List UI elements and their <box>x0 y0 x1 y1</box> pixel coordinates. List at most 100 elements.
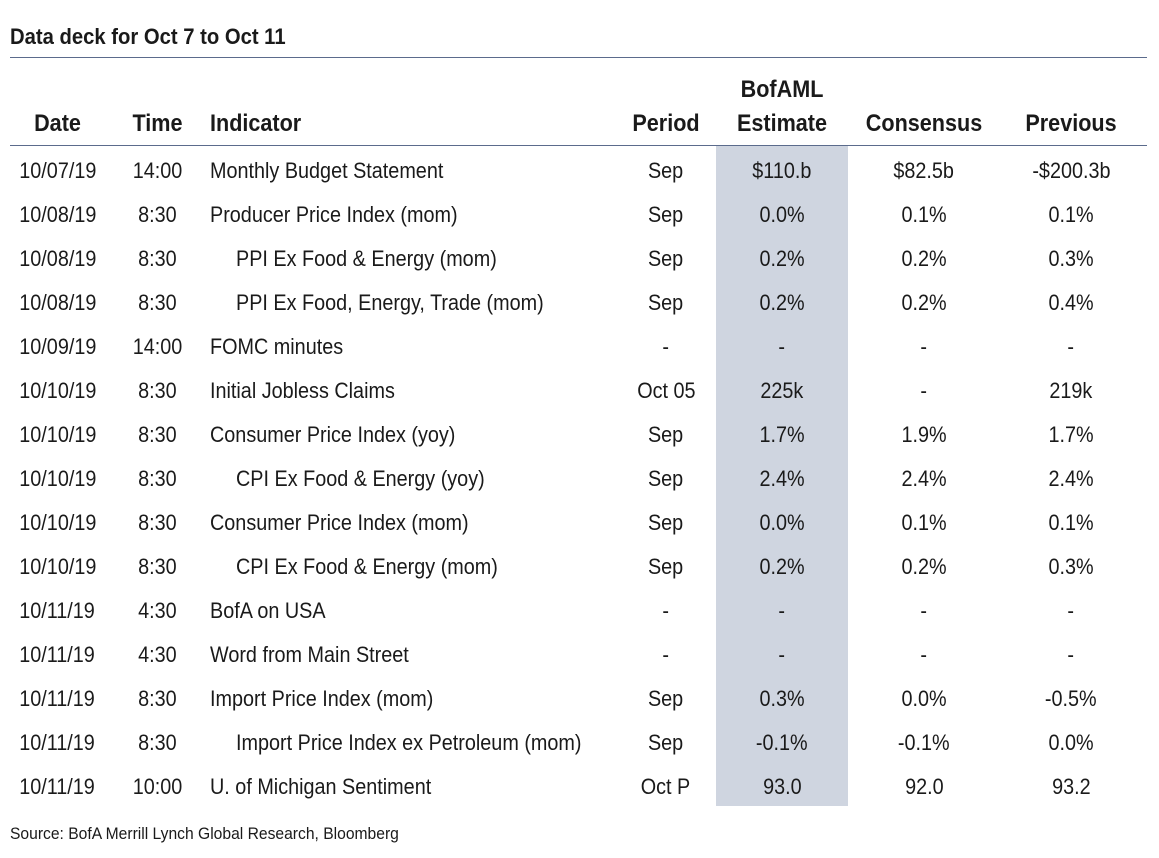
row-period: - <box>662 642 670 667</box>
row-estimate: 0.0% <box>759 510 805 535</box>
row-consensus: - <box>920 378 928 403</box>
row-estimate: 1.7% <box>759 422 805 447</box>
table-row: 10/08/19 8:30 Producer Price Index (mom) Se… <box>0 193 1159 237</box>
row-consensus: 0.2% <box>901 246 947 271</box>
row-consensus: 0.1% <box>901 510 947 535</box>
header-time: Time <box>132 110 183 137</box>
header-divider <box>10 145 1147 146</box>
row-date: 10/11/19 <box>19 642 96 667</box>
row-date: 10/09/19 <box>18 334 97 359</box>
row-previous: 0.3% <box>1048 554 1094 579</box>
row-estimate: 93.0 <box>762 774 802 799</box>
row-time: 10:00 <box>132 774 183 799</box>
row-time: 4:30 <box>138 642 177 667</box>
table-row: 10/11/19 10:00 U. of Michigan Sentiment Oct… <box>0 765 1159 809</box>
row-previous: - <box>1067 642 1075 667</box>
row-date: 10/08/19 <box>18 202 97 227</box>
row-period: Oct P <box>641 774 691 799</box>
table-row: 10/10/19 8:30 Consumer Price Index (yoy) Se… <box>0 413 1159 457</box>
row-time: 14:00 <box>132 158 183 183</box>
header-previous: Previous <box>1025 110 1117 137</box>
row-date: 10/11/19 <box>19 686 96 711</box>
row-time: 14:00 <box>132 334 183 359</box>
table-row: 10/08/19 8:30 PPI Ex Food & Energy (mom) Se… <box>0 237 1159 281</box>
row-indicator: PPI Ex Food, Energy, Trade (mom) <box>236 290 544 315</box>
title-divider <box>10 57 1147 58</box>
row-time: 8:30 <box>138 246 177 271</box>
row-time: 8:30 <box>138 686 177 711</box>
header-indicator: Indicator <box>210 110 302 137</box>
row-date: 10/11/19 <box>19 598 96 623</box>
row-period: Sep <box>648 422 684 447</box>
row-date: 10/10/19 <box>18 422 97 447</box>
row-date: 10/10/19 <box>18 554 97 579</box>
row-estimate: $110.b <box>752 158 812 183</box>
row-consensus: 2.4% <box>901 466 947 491</box>
row-time: 8:30 <box>138 554 177 579</box>
row-previous: 0.4% <box>1048 290 1094 315</box>
row-consensus: 0.0% <box>901 686 947 711</box>
row-consensus: 1.9% <box>901 422 947 447</box>
table-row: 10/10/19 8:30 CPI Ex Food & Energy (yoy) Se… <box>0 457 1159 501</box>
table-row: 10/09/19 14:00 FOMC minutes - - - - <box>0 325 1159 369</box>
table-row: 10/11/19 4:30 Word from Main Street - - - - <box>0 633 1159 677</box>
row-time: 8:30 <box>138 422 177 447</box>
estimate-column-shading <box>716 146 848 806</box>
row-period: Sep <box>648 730 684 755</box>
row-period: - <box>662 598 670 623</box>
row-indicator: Consumer Price Index (yoy) <box>210 422 456 447</box>
row-previous: 93.2 <box>1051 774 1091 799</box>
table-row: 10/11/19 8:30 Import Price Index (mom) Sep 0… <box>0 677 1159 721</box>
row-indicator: Monthly Budget Statement <box>210 158 444 183</box>
row-previous: 0.1% <box>1048 510 1094 535</box>
row-estimate: 2.4% <box>759 466 805 491</box>
row-indicator: CPI Ex Food & Energy (yoy) <box>236 466 485 491</box>
row-estimate: 0.3% <box>759 686 805 711</box>
row-consensus: 0.1% <box>901 202 947 227</box>
row-previous: 1.7% <box>1048 422 1094 447</box>
row-date: 10/11/19 <box>19 774 96 799</box>
row-time: 8:30 <box>138 730 177 755</box>
page-title: Data deck for Oct 7 to Oct 11 <box>10 24 286 49</box>
table-row: 10/11/19 8:30 Import Price Index ex Petrol… <box>0 721 1159 765</box>
row-consensus: - <box>920 334 928 359</box>
row-consensus: - <box>920 642 928 667</box>
row-period: Sep <box>648 554 684 579</box>
row-indicator: Consumer Price Index (mom) <box>210 510 469 535</box>
row-period: Sep <box>648 246 684 271</box>
row-period: Sep <box>648 290 684 315</box>
row-previous: -$200.3b <box>1031 158 1111 183</box>
row-previous: 0.0% <box>1048 730 1094 755</box>
row-time: 8:30 <box>138 510 177 535</box>
row-period: Sep <box>648 158 684 183</box>
row-estimate: 225k <box>760 378 804 403</box>
row-indicator: BofA on USA <box>210 598 326 623</box>
row-period: - <box>662 334 670 359</box>
row-consensus: -0.1% <box>898 730 950 755</box>
row-time: 8:30 <box>138 290 177 315</box>
source-note: Source: BofA Merrill Lynch Global Resear… <box>10 824 399 843</box>
row-time: 8:30 <box>138 378 177 403</box>
row-period: Sep <box>648 686 684 711</box>
row-consensus: 0.2% <box>901 290 947 315</box>
row-date: 10/08/19 <box>18 290 97 315</box>
row-date: 10/10/19 <box>18 466 97 491</box>
row-indicator: Producer Price Index (mom) <box>210 202 458 227</box>
row-previous: - <box>1067 598 1075 623</box>
row-estimate: 0.2% <box>759 246 805 271</box>
row-period: Sep <box>648 202 684 227</box>
row-consensus: 0.2% <box>901 554 947 579</box>
row-time: 4:30 <box>138 598 177 623</box>
header-estimate-bottom: Estimate <box>736 110 828 137</box>
table-row: 10/10/19 8:30 CPI Ex Food & Energy (mom) Se… <box>0 545 1159 589</box>
row-estimate: 0.2% <box>759 290 805 315</box>
row-consensus: - <box>920 598 928 623</box>
row-estimate: - <box>778 642 786 667</box>
row-consensus: 92.0 <box>904 774 944 799</box>
row-previous: -0.5% <box>1045 686 1097 711</box>
row-date: 10/10/19 <box>18 378 97 403</box>
row-previous: 2.4% <box>1048 466 1094 491</box>
table-row: 10/07/19 14:00 Monthly Budget Statement Sep… <box>0 149 1159 193</box>
row-indicator: Word from Main Street <box>210 642 409 667</box>
